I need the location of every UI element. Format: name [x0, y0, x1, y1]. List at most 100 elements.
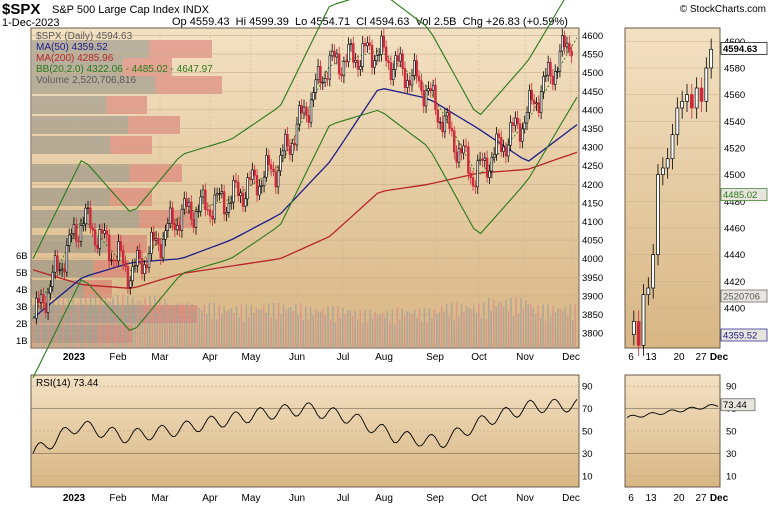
zoom-y-tick: 4480: [724, 197, 745, 208]
volume-bar: [351, 316, 354, 348]
volume-bar: [272, 302, 275, 348]
volume-bar: [285, 310, 287, 348]
volume-bar: [154, 295, 156, 348]
candle-body: [171, 207, 174, 225]
candle-body: [65, 245, 69, 273]
volume-bar: [33, 317, 35, 348]
candle-body: [150, 231, 153, 254]
volume-bar: [307, 319, 309, 348]
volume-bar: [475, 313, 478, 348]
candle-body: [187, 201, 191, 207]
volume-bar: [119, 311, 122, 348]
candle-body: [359, 66, 362, 70]
volume-bar: [485, 319, 488, 348]
volume-bar: [305, 306, 307, 348]
candle-body: [269, 164, 273, 170]
index-name: S&P 500 Large Cap Index: [52, 4, 180, 16]
candle-body: [457, 148, 461, 163]
candle-body: [514, 117, 517, 126]
volume-bar: [329, 319, 332, 348]
volume-bar: [463, 312, 465, 348]
volume-bar: [478, 303, 480, 348]
candle-body: [558, 50, 562, 72]
candle-body: [469, 172, 472, 178]
zoom-candle-body: [694, 87, 699, 109]
candle-body: [246, 177, 249, 200]
candle-body: [222, 191, 226, 215]
rsi-marker-box: [720, 398, 756, 412]
x-tick-label: 2023: [63, 352, 86, 363]
rsi-marker-label: 73.44: [723, 400, 747, 411]
candle-body: [431, 84, 435, 91]
candle-body: [49, 286, 52, 294]
volume-bar: [131, 297, 134, 348]
volume-bar: [290, 306, 292, 348]
volume-bar: [549, 316, 552, 348]
candle-body: [422, 90, 425, 107]
candle-body: [352, 43, 355, 63]
zoom-candle-body: [709, 48, 714, 69]
volume-by-price-bar: [106, 96, 147, 114]
volume-bar: [156, 312, 159, 348]
volume-bar: [295, 304, 297, 348]
volume-bar: [317, 311, 319, 348]
volume-bar: [238, 317, 240, 348]
volume-bar: [544, 321, 547, 348]
rsi-zoom-panel: [624, 374, 721, 488]
zoom-x-tick: 27: [695, 352, 707, 363]
candle-body: [244, 198, 247, 207]
volume-by-price-bar: [110, 136, 152, 154]
zoom-candle-body: [660, 167, 665, 176]
volume-by-price-bar: [155, 76, 222, 94]
candle-body: [474, 185, 477, 188]
candle-body: [86, 207, 90, 209]
y-tick-label: 4300: [582, 143, 603, 154]
rsi-tick-label: 30: [582, 449, 593, 460]
volume-bar: [515, 297, 517, 348]
volume-bar: [196, 306, 198, 348]
volume-tick-label: 3B: [16, 302, 28, 313]
volume-bar: [201, 309, 203, 348]
candle-body: [307, 115, 310, 123]
volume-bar: [426, 321, 428, 348]
rsi-line: [32, 398, 578, 454]
volume-bar: [492, 299, 495, 348]
volume-bar: [166, 303, 169, 348]
volume-bar: [339, 317, 342, 348]
vol-key: Vol: [415, 16, 431, 28]
x-tick-label: May: [242, 352, 261, 363]
candle-body: [406, 80, 409, 88]
candle-body: [399, 53, 402, 62]
candle-body: [253, 169, 256, 176]
x-tick-label-rsi: Mar: [151, 493, 169, 504]
volume-bar: [208, 303, 211, 348]
legend-ma200: MA(200) 4285.96: [36, 53, 114, 64]
candle-body: [535, 102, 538, 105]
candle-body: [415, 60, 418, 77]
candle-body: [321, 81, 324, 84]
volume-bar: [512, 316, 515, 348]
volume-by-price-bar: [32, 40, 149, 58]
volume-bar: [188, 315, 191, 348]
volume-bar: [391, 309, 394, 348]
volume-bar: [203, 304, 206, 348]
volume-bar: [554, 312, 557, 348]
volume-bar: [416, 317, 418, 348]
candle-body: [485, 157, 489, 178]
candle-body: [532, 99, 536, 105]
candle-body: [129, 280, 132, 288]
candle-body: [211, 215, 214, 220]
candle-body: [227, 202, 231, 213]
volume-bar: [302, 319, 305, 348]
legend-bb: BB(20,2.0) 4322.06 - 4485.02 - 4647.97: [36, 64, 213, 75]
candle-body: [42, 294, 45, 304]
zoom-marker-label: 2520706: [723, 292, 760, 303]
volume-bar: [159, 296, 161, 348]
candle-body: [197, 210, 200, 213]
candle-body: [342, 60, 346, 77]
candle-body: [335, 53, 339, 58]
candle-body: [258, 186, 261, 196]
volume-bar: [151, 314, 154, 348]
candle-body: [178, 225, 181, 231]
